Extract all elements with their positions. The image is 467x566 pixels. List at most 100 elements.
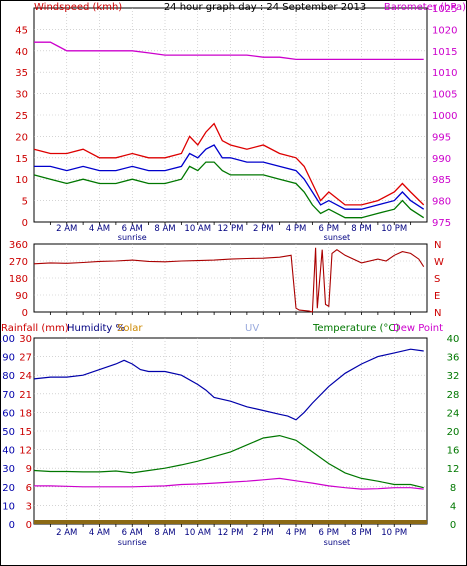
wind-panel-x-tick-label: 8 AM: [154, 224, 175, 234]
temperature-y-tick-label: 20: [447, 427, 460, 438]
temperature-y-tick-label: 36: [447, 353, 460, 364]
temperature-y-tick-label: 0: [450, 520, 456, 531]
rainfall-y-tick-label: 6: [26, 483, 32, 494]
compass-label: W: [434, 257, 444, 268]
solar-axis-title: Solar: [117, 323, 143, 334]
temperature-y-tick-label: 4: [450, 501, 456, 512]
wind-y-tick-label: 25: [15, 111, 28, 122]
barometer-y-tick-label: 1025: [432, 4, 457, 15]
wind-panel-x-tick-label: 6 AM: [122, 224, 143, 234]
wind-series-gust: [33, 122, 425, 206]
wind-panel-x-tick-label: 10 AM: [184, 224, 211, 234]
rainfall-y-tick-label: 27: [19, 353, 32, 364]
wind-y-tick-label: 10: [15, 175, 28, 186]
climate-panel-x-tick-label: 2 AM: [56, 528, 77, 538]
barometer-y-tick-label: 1000: [432, 111, 457, 122]
wind-panel-background: [33, 7, 428, 223]
wind-panel-x-tick-label: 12 PM: [218, 224, 244, 234]
wind-y-tick-label: 15: [15, 154, 28, 165]
wind-y-tick-label: 5: [22, 197, 28, 208]
barometer-y-tick-label: 995: [432, 132, 451, 143]
humidity-y-tick-label: 60: [2, 408, 15, 419]
climate-panel-x-tick-label: 4 PM: [286, 528, 307, 538]
sunrise-label: sunrise: [118, 538, 147, 547]
climate-panel-x-tick-label: 8 PM: [351, 528, 372, 538]
rainfall-y-tick-label: 3: [26, 501, 32, 512]
wind-y-tick-label: 30: [15, 90, 28, 101]
temperature-y-tick-label: 8: [450, 483, 456, 494]
wind-panel-x-tick-label: 8 PM: [351, 224, 372, 234]
climate-panel-x-tick-label: 8 AM: [154, 528, 175, 538]
rainfall-y-tick-label: 30: [19, 334, 32, 345]
compass-label: N: [434, 240, 441, 251]
humidity-y-tick-label: 30: [2, 464, 15, 475]
wind-panel-x-tick-label: 2 AM: [56, 224, 77, 234]
humidity-y-tick-label: 10: [2, 501, 15, 512]
barometer-y-tick-label: 975: [432, 218, 451, 229]
temperature-y-tick-label: 28: [447, 390, 460, 401]
wind-y-tick-label: 45: [15, 25, 28, 36]
barometer-y-tick-label: 1010: [432, 68, 457, 79]
chart-title: 24 hour graph day : 24 September 2013: [164, 2, 366, 13]
humidity-y-tick-label: 70: [2, 390, 15, 401]
direction-series: [33, 247, 425, 313]
rainfall-bar: [34, 520, 427, 524]
humidity-y-tick-label: 40: [2, 446, 15, 457]
climate-panel-x-tick-label: 10 AM: [184, 528, 211, 538]
humidity-y-tick-label: 80: [2, 371, 15, 382]
wind-panel-x-tick-label: 2 PM: [253, 224, 274, 234]
direction-y-tick-label: 180: [9, 274, 28, 285]
rainfall-y-tick-label: 21: [19, 390, 32, 401]
climate-panel-x-tick-label: 2 PM: [253, 528, 274, 538]
wind-series-barometer: [34, 41, 424, 61]
rainfall-y-tick-label: 24: [19, 371, 32, 382]
climate-panel-x-tick-label: 12 PM: [218, 528, 244, 538]
humidity-axis-title: Humidity %: [67, 323, 125, 334]
wind-panel-x-tick-label: 4 AM: [89, 224, 110, 234]
rainfall-axis-title: Rainfall (mm): [1, 323, 69, 334]
barometer-y-tick-label: 1020: [432, 25, 457, 36]
humidity-y-tick-label: 0: [9, 520, 15, 531]
temperature-y-tick-label: 40: [447, 334, 460, 345]
compass-label: E: [434, 291, 440, 302]
wind-y-tick-label: 40: [15, 47, 28, 58]
barometer-y-tick-label: 1015: [432, 47, 457, 58]
wind-panel-x-tick-label: 6 PM: [318, 224, 339, 234]
barometer-axis-title: Barometer (hPa): [384, 2, 466, 13]
wind-y-tick-label: 0: [22, 218, 28, 229]
temperature-y-tick-label: 16: [447, 446, 460, 457]
climate-series-humidity: [33, 348, 424, 421]
barometer-y-tick-label: 1005: [432, 90, 457, 101]
barometer-y-tick-label: 985: [432, 175, 451, 186]
climate-series-temperature: [33, 434, 424, 489]
wind-y-tick-label: 35: [15, 68, 28, 79]
wind-y-tick-label: 20: [15, 132, 28, 143]
climate-panel-x-tick-label: 6 PM: [318, 528, 339, 538]
wind-series-average: [34, 144, 425, 210]
climate-panel-x-tick-label: 10 PM: [381, 528, 407, 538]
sunset-label: sunset: [324, 538, 351, 547]
rainfall-y-tick-label: 12: [19, 446, 32, 457]
compass-label: S: [434, 274, 440, 285]
direction-y-tick-label: 270: [9, 257, 28, 268]
barometer-y-tick-label: 990: [432, 154, 451, 165]
temperature-y-tick-label: 24: [447, 408, 460, 419]
rainfall-y-tick-label: 18: [19, 408, 32, 419]
dew-point-axis-title: Dew Point: [393, 323, 443, 334]
humidity-y-tick-label: 50: [2, 427, 15, 438]
rainfall-y-tick-label: 15: [19, 427, 32, 438]
climate-series-dew-point: [34, 477, 424, 490]
direction-y-tick-label: 360: [9, 240, 28, 251]
sunrise-label: sunrise: [118, 233, 147, 242]
sunset-label: sunset: [324, 233, 351, 242]
rainfall-y-tick-label: 9: [26, 464, 32, 475]
compass-label: N: [434, 308, 441, 319]
wind-panel-x-tick-label: 4 PM: [286, 224, 307, 234]
wind-axis-title: Windspeed (kmh): [34, 2, 122, 13]
climate-panel-x-tick-label: 6 AM: [122, 528, 143, 538]
temperature-y-tick-label: 32: [447, 371, 460, 382]
wind-series-lull: [33, 161, 425, 219]
wind-panel-x-tick-label: 10 PM: [381, 224, 407, 234]
barometer-y-tick-label: 980: [432, 197, 451, 208]
